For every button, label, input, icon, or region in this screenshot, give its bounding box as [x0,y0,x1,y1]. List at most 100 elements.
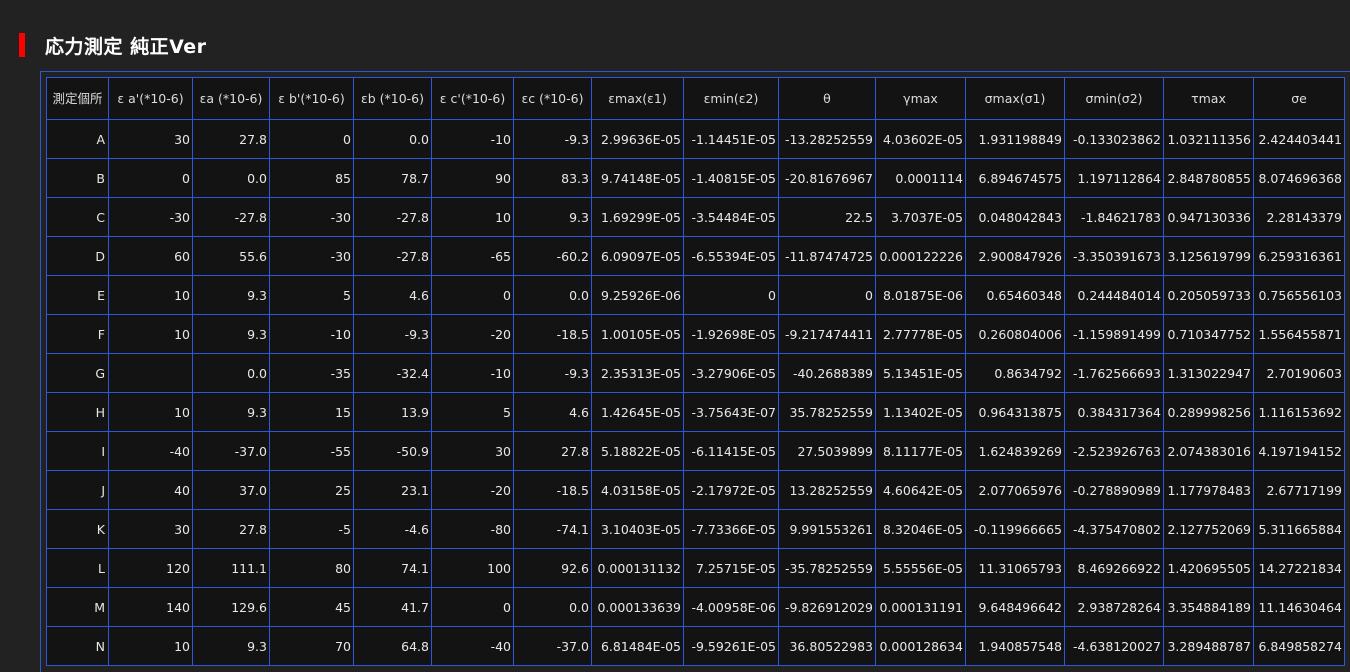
table-cell: -40 [108,431,193,471]
table-cell: 85 [269,158,354,198]
table-cell: -1.762566693 [1064,353,1164,393]
table-cell: 13.9 [353,392,432,432]
table-cell: 2.074383016 [1163,431,1254,471]
table-row: G 0.0 -35 -32.4 -10 -9.3 2.35313E-05 -3.27906E-… [46,353,1345,393]
table-cell: -32.4 [353,353,432,393]
table-cell: 2.77778E-05 [875,314,966,354]
row-label-cell: H [46,392,109,432]
table-cell: 6.894674575 [965,158,1065,198]
table-cell: 9.25926E-06 [591,275,684,315]
table-row: A 30 27.8 0 0.0 -10 -9.3 2.99636E-05 -1.14451E-0… [46,119,1345,159]
table-cell: 25 [269,470,354,510]
table-cell: 9.3 [192,392,270,432]
table-cell: 1.00105E-05 [591,314,684,354]
table-cell: 36.80522983 [778,626,876,666]
table-cell: -37.0 [513,626,592,666]
column-header: εb (*10-6) [353,77,432,120]
table-cell: 1.197112864 [1064,158,1164,198]
table-cell: 60 [108,236,193,276]
table-cell: 10 [108,626,193,666]
table-cell: 9.991553261 [778,509,876,549]
column-header: εc (*10-6) [513,77,592,120]
table-cell: 8.074696368 [1253,158,1345,198]
table-cell: 22.5 [778,197,876,237]
table-cell: 0.8634792 [965,353,1065,393]
table-cell: 2.70190603 [1253,353,1345,393]
table-cell: -60.2 [513,236,592,276]
table-cell: 83.3 [513,158,592,198]
table-cell: 1.42645E-05 [591,392,684,432]
row-label-cell: M [46,587,109,627]
table-cell: 45 [269,587,354,627]
table-cell: 0 [108,158,193,198]
table-cell: 0.244484014 [1064,275,1164,315]
table-cell: 2.938728264 [1064,587,1164,627]
table-cell: 27.8 [192,509,270,549]
table-cell: 9.3 [513,197,592,237]
table-cell: -6.11415E-05 [683,431,779,471]
table-cell: 1.556455871 [1253,314,1345,354]
page-header: 応力測定 純正Ver [19,32,207,58]
row-label-cell: J [46,470,109,510]
table-cell: 35.78252559 [778,392,876,432]
table-cell: -18.5 [513,314,592,354]
table-cell: 2.99636E-05 [591,119,684,159]
table-cell: -2.523926763 [1064,431,1164,471]
table-cell: 4.03158E-05 [591,470,684,510]
table-cell: 4.197194152 [1253,431,1345,471]
table-cell: 64.8 [353,626,432,666]
table-cell: 10 [108,392,193,432]
table-cell: 27.5039899 [778,431,876,471]
table-cell: -4.375470802 [1064,509,1164,549]
table-cell: 55.6 [192,236,270,276]
table-header-row: 測定個所 ε a'(*10-6) εa (*10-6) ε b'(*10-6) εb (… [46,77,1345,120]
table-cell: 9.3 [192,275,270,315]
table-cell: 2.848780855 [1163,158,1254,198]
table-cell: 0 [431,587,514,627]
table-cell: 1.420695505 [1163,548,1254,588]
column-header: εa (*10-6) [192,77,270,120]
table-cell: -9.59261E-05 [683,626,779,666]
table-cell: 0.756556103 [1253,275,1345,315]
column-header: ε b'(*10-6) [269,77,354,120]
table-cell: -1.84621783 [1064,197,1164,237]
column-header: σmax(σ1) [965,77,1065,120]
table-frame: 測定個所 ε a'(*10-6) εa (*10-6) ε b'(*10-6) εb (… [40,71,1350,672]
table-cell: 0.0 [513,587,592,627]
table-cell: -0.133023862 [1064,119,1164,159]
table-cell: 4.6 [353,275,432,315]
table-cell: 5.311665884 [1253,509,1345,549]
table-cell: 0.0001114 [875,158,966,198]
table-cell: 8.01875E-06 [875,275,966,315]
table-cell: 0 [431,275,514,315]
table-row: E 10 9.3 5 4.6 0 0.0 9.25926E-06 0 0 8.01875E-06 0.… [46,275,1345,315]
table-cell: -40.2688389 [778,353,876,393]
table-cell: 30 [108,509,193,549]
row-label-cell: C [46,197,109,237]
table-cell: 2.077065976 [965,470,1065,510]
row-label-cell: F [46,314,109,354]
table-cell: -27.8 [353,236,432,276]
table-cell: 15 [269,392,354,432]
table-cell: 0.0 [513,275,592,315]
table-cell: 1.940857548 [965,626,1065,666]
table-cell: 0 [778,275,876,315]
table-cell: 8.32046E-05 [875,509,966,549]
row-label-cell: E [46,275,109,315]
table-cell: -1.159891499 [1064,314,1164,354]
table-cell: -0.278890989 [1064,470,1164,510]
table-cell: 5 [269,275,354,315]
table-cell: -20 [431,470,514,510]
table-cell: 11.14630464 [1253,587,1345,627]
table-cell: 2.28143379 [1253,197,1345,237]
table-cell: 0.048042843 [965,197,1065,237]
table-cell [108,353,193,393]
column-header: τmax [1163,77,1254,120]
table-cell: -4.638120027 [1064,626,1164,666]
row-label-cell: I [46,431,109,471]
table-cell: 10 [108,275,193,315]
column-header: γmax [875,77,966,120]
table-cell: 0.964313875 [965,392,1065,432]
table-cell: 3.354884189 [1163,587,1254,627]
row-label-cell: N [46,626,109,666]
